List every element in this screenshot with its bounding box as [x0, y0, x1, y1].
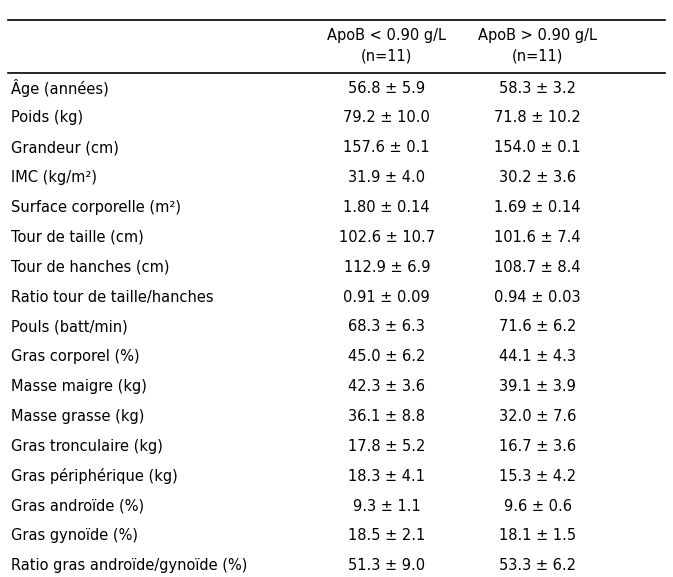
Text: 51.3 ± 9.0: 51.3 ± 9.0 — [348, 559, 425, 574]
Text: 44.1 ± 4.3: 44.1 ± 4.3 — [499, 349, 576, 364]
Text: 0.94 ± 0.03: 0.94 ± 0.03 — [494, 290, 581, 305]
Text: 108.7 ± 8.4: 108.7 ± 8.4 — [494, 260, 581, 275]
Text: Surface corporelle (m²): Surface corporelle (m²) — [11, 200, 182, 215]
Text: Gras gynoïde (%): Gras gynoïde (%) — [11, 529, 139, 544]
Text: Masse maigre (kg): Masse maigre (kg) — [11, 379, 147, 394]
Text: 79.2 ± 10.0: 79.2 ± 10.0 — [343, 110, 430, 125]
Text: 1.80 ± 0.14: 1.80 ± 0.14 — [343, 200, 430, 215]
Text: 18.3 ± 4.1: 18.3 ± 4.1 — [348, 469, 425, 484]
Text: 39.1 ± 3.9: 39.1 ± 3.9 — [499, 379, 576, 394]
Text: 102.6 ± 10.7: 102.6 ± 10.7 — [339, 230, 435, 245]
Text: 0.91 ± 0.09: 0.91 ± 0.09 — [343, 290, 430, 305]
Text: 18.5 ± 2.1: 18.5 ± 2.1 — [348, 529, 425, 544]
Text: 71.6 ± 6.2: 71.6 ± 6.2 — [499, 320, 576, 335]
Text: 31.9 ± 4.0: 31.9 ± 4.0 — [348, 170, 425, 185]
Text: 16.7 ± 3.6: 16.7 ± 3.6 — [499, 439, 576, 454]
Text: ApoB > 0.90 g/L
(n=11): ApoB > 0.90 g/L (n=11) — [478, 28, 597, 63]
Text: Âge (années): Âge (années) — [11, 79, 109, 97]
Text: Tour de hanches (cm): Tour de hanches (cm) — [11, 260, 170, 275]
Text: 36.1 ± 8.8: 36.1 ± 8.8 — [348, 409, 425, 424]
Text: 112.9 ± 6.9: 112.9 ± 6.9 — [343, 260, 430, 275]
Text: Grandeur (cm): Grandeur (cm) — [11, 140, 119, 155]
Text: 9.6 ± 0.6: 9.6 ± 0.6 — [503, 499, 571, 514]
Text: 32.0 ± 7.6: 32.0 ± 7.6 — [499, 409, 576, 424]
Text: IMC (kg/m²): IMC (kg/m²) — [11, 170, 98, 185]
Text: 53.3 ± 6.2: 53.3 ± 6.2 — [499, 559, 576, 574]
Text: 17.8 ± 5.2: 17.8 ± 5.2 — [348, 439, 425, 454]
Text: Pouls (batt/min): Pouls (batt/min) — [11, 320, 128, 335]
Text: Masse grasse (kg): Masse grasse (kg) — [11, 409, 145, 424]
Text: Ratio tour de taille/hanches: Ratio tour de taille/hanches — [11, 290, 214, 305]
Text: Gras tronculaire (kg): Gras tronculaire (kg) — [11, 439, 164, 454]
Text: 71.8 ± 10.2: 71.8 ± 10.2 — [494, 110, 581, 125]
Text: ApoB < 0.90 g/L
(n=11): ApoB < 0.90 g/L (n=11) — [327, 28, 446, 63]
Text: 42.3 ± 3.6: 42.3 ± 3.6 — [348, 379, 425, 394]
Text: Gras androïde (%): Gras androïde (%) — [11, 499, 145, 514]
Text: 1.69 ± 0.14: 1.69 ± 0.14 — [494, 200, 581, 215]
Text: 56.8 ± 5.9: 56.8 ± 5.9 — [348, 81, 425, 96]
Text: 18.1 ± 1.5: 18.1 ± 1.5 — [499, 529, 576, 544]
Text: 15.3 ± 4.2: 15.3 ± 4.2 — [499, 469, 576, 484]
Text: Poids (kg): Poids (kg) — [11, 110, 83, 125]
Text: 101.6 ± 7.4: 101.6 ± 7.4 — [494, 230, 581, 245]
Text: Ratio gras androïde/gynoïde (%): Ratio gras androïde/gynoïde (%) — [11, 559, 248, 574]
Text: 68.3 ± 6.3: 68.3 ± 6.3 — [349, 320, 425, 335]
Text: 58.3 ± 3.2: 58.3 ± 3.2 — [499, 81, 576, 96]
Text: 154.0 ± 0.1: 154.0 ± 0.1 — [494, 140, 581, 155]
Text: 157.6 ± 0.1: 157.6 ± 0.1 — [343, 140, 430, 155]
Text: 9.3 ± 1.1: 9.3 ± 1.1 — [353, 499, 421, 514]
Text: 45.0 ± 6.2: 45.0 ± 6.2 — [348, 349, 425, 364]
Text: Gras corporel (%): Gras corporel (%) — [11, 349, 140, 364]
Text: 30.2 ± 3.6: 30.2 ± 3.6 — [499, 170, 576, 185]
Text: Tour de taille (cm): Tour de taille (cm) — [11, 230, 144, 245]
Text: Gras périphérique (kg): Gras périphérique (kg) — [11, 469, 178, 484]
